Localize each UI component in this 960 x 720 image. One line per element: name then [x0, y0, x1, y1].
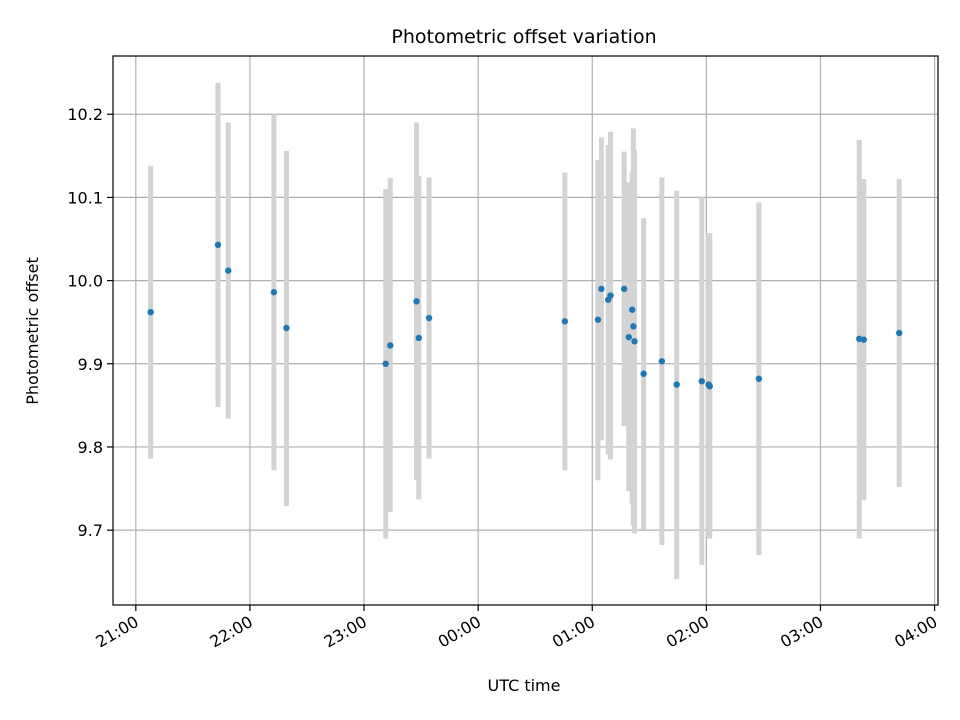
data-point: [598, 285, 605, 293]
data-point: [706, 383, 713, 390]
data-point: [640, 370, 647, 377]
y-tick-label: 9.7: [78, 521, 103, 540]
chart-title: Photometric offset variation: [391, 26, 656, 48]
grid-layer: [113, 56, 938, 605]
data-point: [425, 314, 433, 322]
data-point: [147, 309, 154, 316]
data-point: [621, 285, 628, 293]
data-point: [270, 289, 278, 296]
data-point: [561, 318, 569, 325]
y-axis-ticks: 9.7 9.8 9.9 10.0 10.1 10.2: [67, 105, 113, 540]
data-point: [625, 333, 632, 341]
data-point: [628, 306, 636, 313]
plot-frame: [112, 55, 939, 606]
data-point: [755, 375, 763, 382]
data-point: [631, 338, 638, 345]
data-point: [896, 329, 903, 337]
y-tick-label: 10.2: [67, 105, 103, 124]
data-point: [413, 298, 420, 305]
data-point: [387, 342, 394, 349]
y-tick-label: 10.1: [67, 188, 103, 207]
y-tick-label: 10.0: [67, 272, 103, 291]
data-point: [607, 292, 614, 299]
data-point: [225, 267, 232, 274]
y-tick-label: 9.8: [78, 438, 103, 457]
data-point: [214, 241, 222, 249]
x-axis-title: UTC time: [488, 676, 561, 695]
data-point: [283, 324, 290, 332]
data-point: [658, 358, 666, 365]
y-axis-title: Photometric offset: [23, 257, 42, 405]
point-layer: [147, 241, 903, 390]
data-point: [673, 381, 680, 388]
y-tick-label: 9.9: [78, 355, 103, 374]
data-point: [698, 378, 705, 385]
data-point: [382, 360, 389, 367]
data-point: [630, 323, 637, 330]
data-point: [594, 316, 602, 323]
data-point: [415, 334, 423, 342]
data-point: [860, 336, 868, 343]
